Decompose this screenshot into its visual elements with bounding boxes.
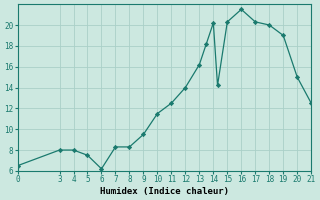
X-axis label: Humidex (Indice chaleur): Humidex (Indice chaleur) — [100, 187, 229, 196]
